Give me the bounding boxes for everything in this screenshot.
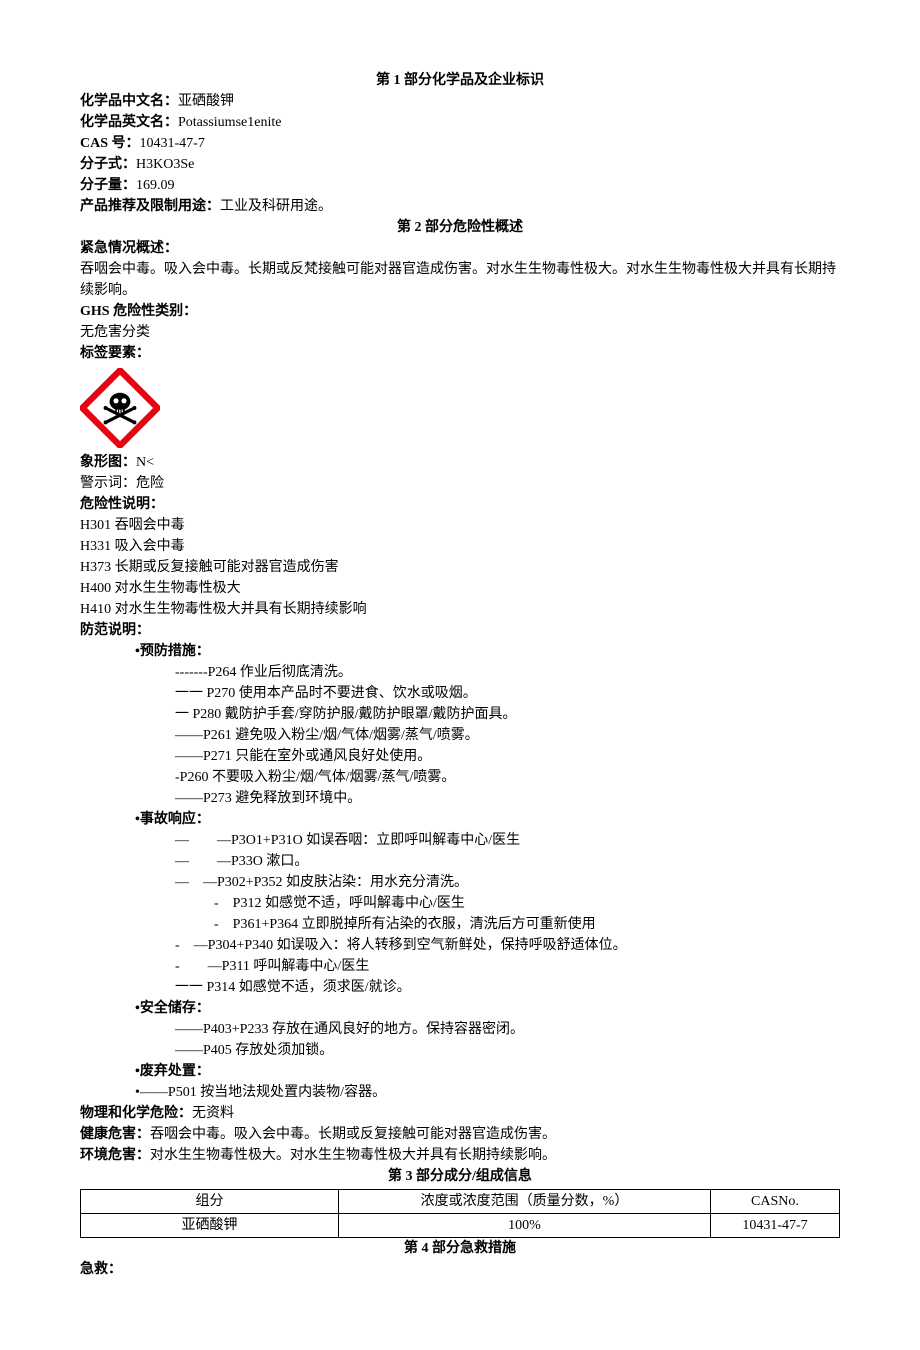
col-cas: CASNo. — [710, 1190, 839, 1214]
signal-line: 警示词：危险 — [80, 473, 840, 494]
cell-concentration: 100% — [339, 1214, 711, 1238]
col-component: 组分 — [81, 1190, 339, 1214]
pictogram-text: N< — [136, 455, 154, 470]
label-elements: 标签要素： — [80, 343, 840, 364]
health-text: 吞咽会中毒。吸入会中毒。长期或反复接触可能对器官造成伤害。 — [150, 1127, 556, 1142]
hazard-label: 危险性说明： — [80, 494, 840, 515]
prevention-6: ——P273 避免释放到环境中。 — [80, 788, 840, 809]
pictogram-line: 象形图：N< — [80, 452, 840, 473]
response-4: - P361+P364 立即脱掉所有沾染的衣服，清洗后方可重新使用 — [80, 914, 840, 935]
name-cn-value: 亚硒酸钾 — [178, 94, 234, 109]
response-2: — —P302+P352 如皮肤沾染：用水充分清洗。 — [80, 872, 840, 893]
table-row: 亚硒酸钾 100% 10431-47-7 — [81, 1214, 840, 1238]
section4-title: 第 4 部分急救措施 — [80, 1238, 840, 1259]
formula-line: 分子式：H3KO3Se — [80, 154, 840, 175]
name-cn-line: 化学品中文名：亚硒酸钾 — [80, 91, 840, 112]
env-text: 对水生生物毒性极大。对水生生物毒性极大并具有长期持续影响。 — [150, 1148, 556, 1163]
health-line: 健康危害：吞咽会中毒。吸入会中毒。长期或反复接触可能对器官造成伤害。 — [80, 1124, 840, 1145]
cas-line: CAS 号：10431-47-7 — [80, 133, 840, 154]
hazard-1: H331 吸入会中毒 — [80, 536, 840, 557]
cell-component: 亚硒酸钾 — [81, 1214, 339, 1238]
first-aid-label: 急救： — [80, 1259, 840, 1280]
ghs-label: GHS 危险性类别： — [80, 301, 840, 322]
hazard-3: H400 对水生生物毒性极大 — [80, 578, 840, 599]
formula-label: 分子式： — [80, 157, 136, 172]
name-cn-label: 化学品中文名： — [80, 94, 178, 109]
disposal-label: •废弃处置： — [80, 1061, 840, 1082]
prevention-0: -------P264 作业后彻底清洗。 — [80, 662, 840, 683]
mw-label: 分子量： — [80, 178, 136, 193]
emergency-text: 吞咽会中毒。吸入会中毒。长期或反梵接触可能对器官造成伤害。对水生生物毒性极大。对… — [80, 259, 840, 301]
response-5: - —P304+P340 如误吸入：将人转移到空气新鲜处，保持呼吸舒适体位。 — [80, 935, 840, 956]
phys-label: 物理和化学危险： — [80, 1106, 192, 1121]
precaution-label: 防范说明： — [80, 620, 840, 641]
response-3: - P312 如感觉不适，呼叫解毒中心/医生 — [80, 893, 840, 914]
ghs-text: 无危害分类 — [80, 322, 840, 343]
env-label: 环境危害： — [80, 1148, 150, 1163]
response-6: - —P311 呼叫解毒中心/医生 — [80, 956, 840, 977]
emergency-label: 紧急情况概述： — [80, 238, 840, 259]
table-header-row: 组分 浓度或浓度范围（质量分数，%） CASNo. — [81, 1190, 840, 1214]
section3-title: 第 3 部分成分/组成信息 — [80, 1166, 840, 1187]
prevention-4: ——P271 只能在室外或通风良好处使用。 — [80, 746, 840, 767]
hazard-2: H373 长期或反复接触可能对器官造成伤害 — [80, 557, 840, 578]
use-value: 工业及科研用途。 — [220, 199, 332, 214]
use-line: 产品推荐及限制用途：工业及科研用途。 — [80, 196, 840, 217]
signal-label: 警示词： — [80, 476, 136, 491]
mw-value: 169.09 — [136, 178, 175, 193]
name-en-value: Potassiumse1enite — [178, 115, 281, 130]
phys-line: 物理和化学危险：无资料 — [80, 1103, 840, 1124]
composition-table: 组分 浓度或浓度范围（质量分数，%） CASNo. 亚硒酸钾 100% 1043… — [80, 1189, 840, 1238]
response-label: •事故响应： — [80, 809, 840, 830]
cas-label: CAS 号： — [80, 136, 140, 151]
ghs-pictogram-skull-icon — [80, 368, 160, 448]
section2-title: 第 2 部分危险性概述 — [80, 217, 840, 238]
signal-text: 危险 — [136, 476, 164, 491]
health-label: 健康危害： — [80, 1127, 150, 1142]
prevention-5: -P260 不要吸入粉尘/烟/气体/烟雾/蒸气/喷雾。 — [80, 767, 840, 788]
storage-0: ——P403+P233 存放在通风良好的地方。保持容器密闭。 — [80, 1019, 840, 1040]
formula-value: H3KO3Se — [136, 157, 194, 172]
storage-1: ——P405 存放处须加锁。 — [80, 1040, 840, 1061]
section1-title: 第 1 部分化学品及企业标识 — [80, 70, 840, 91]
use-label: 产品推荐及限制用途： — [80, 199, 220, 214]
prevention-label: •预防措施： — [80, 641, 840, 662]
hazard-0: H301 吞咽会中毒 — [80, 515, 840, 536]
name-en-label: 化学品英文名： — [80, 115, 178, 130]
storage-label: •安全储存： — [80, 998, 840, 1019]
prevention-1: 一一 P270 使用本产品时不要进食、饮水或吸烟。 — [80, 683, 840, 704]
name-en-line: 化学品英文名：Potassiumse1enite — [80, 112, 840, 133]
pictogram-label: 象形图： — [80, 455, 136, 470]
mw-line: 分子量：169.09 — [80, 175, 840, 196]
hazard-4: H410 对水生生物毒性极大并具有长期持续影响 — [80, 599, 840, 620]
response-0: — —P3O1+P31O 如误吞咽：立即呼叫解毒中心/医生 — [80, 830, 840, 851]
env-line: 环境危害：对水生生物毒性极大。对水生生物毒性极大并具有长期持续影响。 — [80, 1145, 840, 1166]
disposal-0: •——P501 按当地法规处置内装物/容器。 — [80, 1082, 840, 1103]
cell-cas: 10431-47-7 — [710, 1214, 839, 1238]
col-concentration: 浓度或浓度范围（质量分数，%） — [339, 1190, 711, 1214]
prevention-2: 一 P280 戴防护手套/穿防护服/戴防护眼罩/戴防护面具。 — [80, 704, 840, 725]
response-1: — —P33O 漱口。 — [80, 851, 840, 872]
cas-value: 10431-47-7 — [140, 136, 205, 151]
response-7: 一一 P314 如感觉不适，须求医/就诊。 — [80, 977, 840, 998]
phys-text: 无资料 — [192, 1106, 234, 1121]
prevention-3: ——P261 避免吸入粉尘/烟/气体/烟雾/蒸气/喷雾。 — [80, 725, 840, 746]
